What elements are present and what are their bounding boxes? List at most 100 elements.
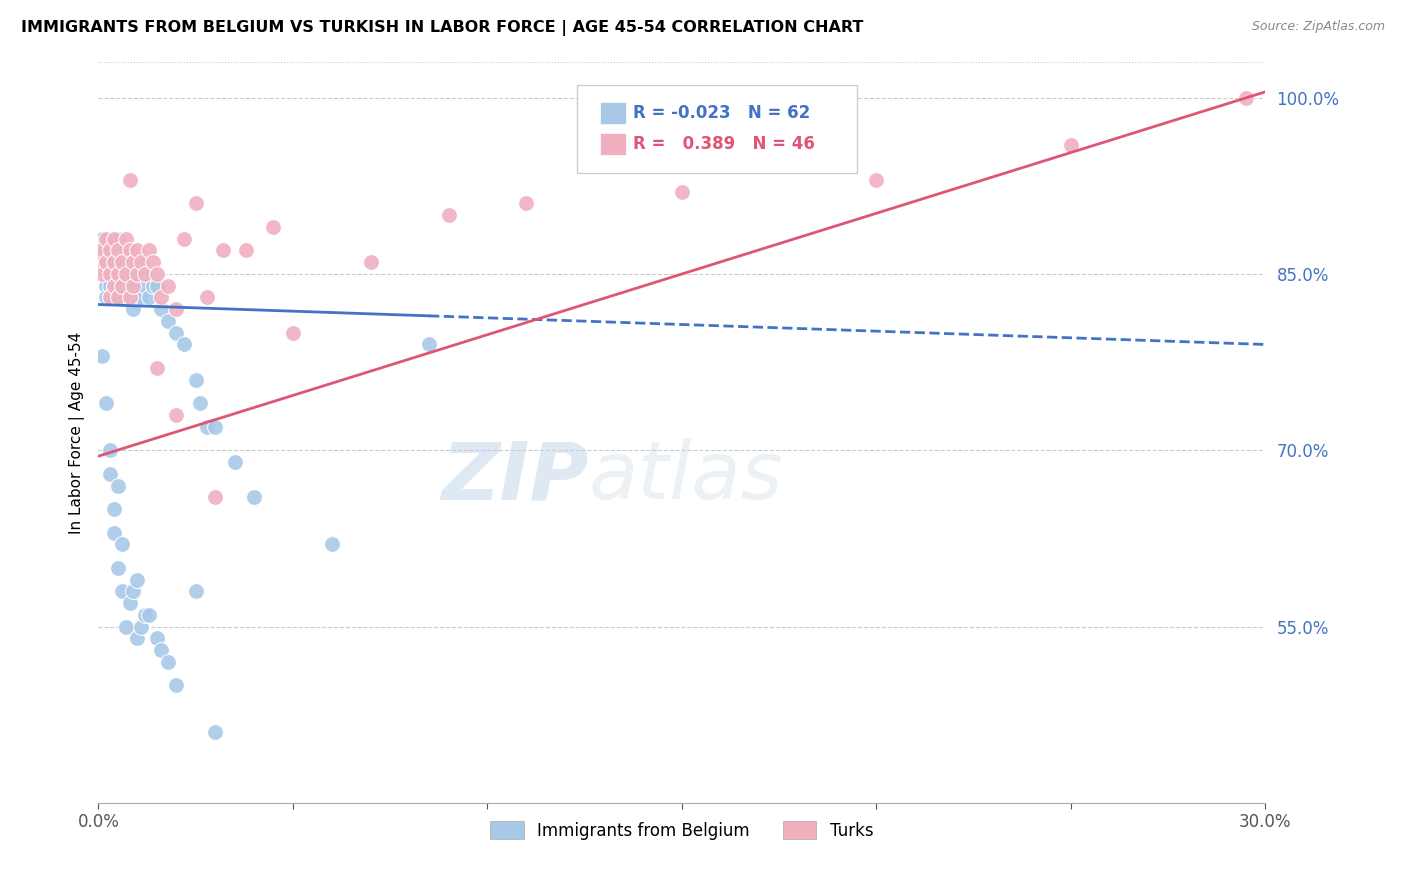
Point [107,267,129,281]
Point [114,619,136,633]
Point [96,244,118,258]
Point [118,173,141,187]
Point [114,267,136,281]
Point [122,278,145,293]
Point [96,232,118,246]
Point [107,478,129,492]
Point [114,244,136,258]
Point [142,278,165,293]
Point [122,255,145,269]
Point [157,278,180,293]
Point [103,278,125,293]
Point [103,267,125,281]
Point [865,173,887,187]
Point [195,290,218,304]
Point [107,255,129,269]
Point [165,678,187,692]
Point [91,267,114,281]
Point [138,607,160,622]
Point [165,302,187,317]
Point [118,278,141,293]
Point [91,232,114,246]
Point [89,255,111,269]
Point [103,278,125,293]
Point [91,349,114,363]
Point [96,255,118,269]
Point [111,584,134,599]
Bar [600,102,626,124]
Text: atlas: atlas [589,438,783,516]
Point [107,561,129,575]
Text: R = -0.023   N = 62: R = -0.023 N = 62 [633,103,810,122]
Point [173,232,195,246]
Point [146,361,169,376]
Point [91,255,114,269]
Point [103,525,125,540]
Point [149,643,172,657]
Y-axis label: In Labor Force | Age 45-54: In Labor Force | Age 45-54 [69,332,84,533]
Point [1234,91,1257,105]
Point [129,267,152,281]
Legend: Immigrants from Belgium, Turks: Immigrants from Belgium, Turks [484,814,880,847]
Point [107,244,129,258]
Point [107,290,129,304]
Point [243,490,266,504]
Point [321,537,343,551]
FancyBboxPatch shape [576,85,856,173]
Point [103,232,125,246]
Point [129,255,152,269]
Point [212,244,235,258]
Bar [600,133,626,155]
Point [437,208,460,222]
Point [184,584,207,599]
Point [118,244,141,258]
Point [114,232,136,246]
Point [165,326,187,340]
Point [224,455,246,469]
Point [107,290,129,304]
Point [111,278,134,293]
Point [96,290,118,304]
Point [418,337,440,351]
Point [89,255,111,269]
Point [98,443,121,458]
Point [111,537,134,551]
Point [149,290,172,304]
Text: Source: ZipAtlas.com: Source: ZipAtlas.com [1251,20,1385,33]
Point [157,655,180,669]
Point [138,290,160,304]
Point [204,419,226,434]
Point [1060,137,1083,152]
Point [188,396,211,410]
Point [515,196,537,211]
Point [111,244,134,258]
Point [96,278,118,293]
Point [107,232,129,246]
Point [173,337,195,351]
Point [114,267,136,281]
Point [118,290,141,304]
Point [122,584,145,599]
Point [98,290,121,304]
Point [107,278,129,293]
Point [111,290,134,304]
Point [91,244,114,258]
Point [98,467,121,481]
Point [127,290,149,304]
Point [149,302,172,317]
Point [134,607,156,622]
Point [118,596,141,610]
Point [129,290,152,304]
Point [107,244,129,258]
Point [103,255,125,269]
Text: ZIP: ZIP [441,438,589,516]
Text: R =   0.389   N = 46: R = 0.389 N = 46 [633,135,814,153]
Point [122,267,145,281]
Point [111,278,134,293]
Point [118,255,141,269]
Point [98,278,121,293]
Point [107,267,129,281]
Point [91,244,114,258]
Point [165,408,187,422]
Point [96,396,118,410]
